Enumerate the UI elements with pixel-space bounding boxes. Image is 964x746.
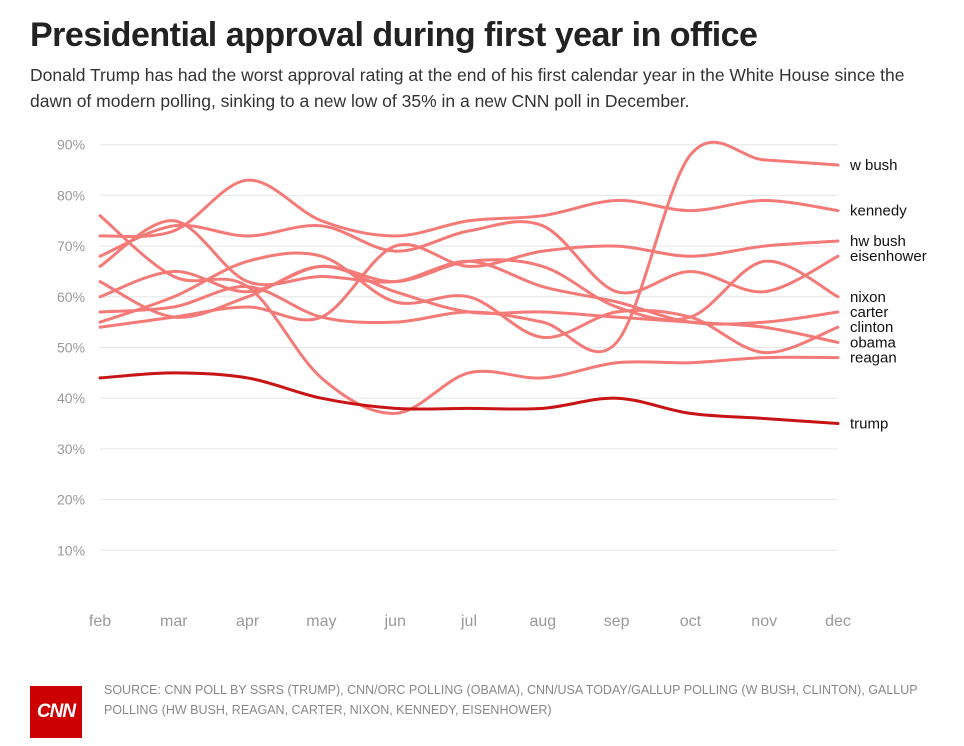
approval-line-chart: 10% 20% 30% 40% 50% 60% 70% 80% 90% feb mar apr may… (57, 137, 927, 630)
x-tick-label: nov (751, 613, 777, 630)
y-tick-label: 70% (57, 238, 85, 254)
x-tick-label: dec (825, 613, 851, 630)
chart-subtitle: Donald Trump has had the worst approval … (30, 65, 905, 111)
series-line-carter (98, 219, 840, 326)
y-tick-label: 80% (57, 187, 85, 203)
series-line-obama (98, 264, 840, 344)
x-tick-label: jul (460, 613, 477, 630)
cnn-logo: CNN (30, 686, 82, 738)
x-tick-label: jun (384, 613, 406, 630)
chart-title: Presidential approval during first year … (30, 16, 758, 54)
x-tick-label: mar (160, 613, 188, 630)
cnn-logo-text: CNN (36, 701, 76, 722)
series-label-carter: carter (850, 304, 888, 321)
series-label-eisenhower: eisenhower (850, 248, 927, 265)
series-label-nixon: nixon (850, 289, 886, 306)
y-tick-label: 40% (57, 390, 85, 406)
x-tick-label: feb (89, 613, 111, 630)
gridlines (100, 144, 838, 551)
series-line-trump (98, 371, 840, 426)
source-note: SOURCE: CNN POLL BY SSRS (TRUMP), CNN/OR… (104, 683, 918, 717)
series-label-clinton: clinton (850, 319, 893, 336)
y-tick-label: 10% (57, 542, 85, 558)
y-tick-label: 60% (57, 289, 85, 305)
series-lines (98, 140, 840, 426)
series-label-obama: obama (850, 334, 897, 351)
series-label-w-bush: w bush (849, 157, 898, 174)
series-line-hw-bush (98, 239, 840, 329)
x-axis-ticks: feb mar apr may jun jul aug sep oct nov dec (89, 613, 851, 630)
series-label-kennedy: kennedy (850, 203, 907, 220)
series-label-reagan: reagan (850, 350, 897, 367)
series-line-eisenhower (98, 220, 840, 295)
series-line-kennedy (98, 178, 840, 239)
y-axis-ticks: 10% 20% 30% 40% 50% 60% 70% 80% 90% (57, 137, 85, 559)
y-tick-label: 90% (57, 137, 85, 153)
series-line-reagan (98, 214, 840, 415)
y-tick-label: 50% (57, 340, 85, 356)
series-label-hw-bush: hw bush (850, 233, 906, 250)
x-tick-label: aug (529, 613, 556, 630)
x-tick-label: oct (680, 613, 702, 630)
x-tick-label: sep (604, 613, 630, 630)
x-tick-label: apr (236, 613, 260, 630)
series-label-trump: trump (850, 416, 888, 433)
y-tick-label: 30% (57, 441, 85, 457)
x-tick-label: may (306, 613, 336, 630)
y-tick-label: 20% (57, 492, 85, 508)
series-line-clinton (98, 251, 840, 355)
